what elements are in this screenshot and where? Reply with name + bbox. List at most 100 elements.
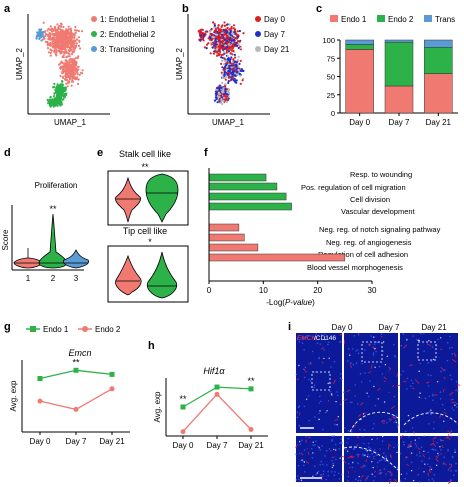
- micrograph-cd146: [382, 435, 384, 438]
- micrograph-nucleus: [410, 385, 412, 387]
- violin-e-bottom-endo2: [146, 251, 178, 299]
- micrograph-nucleus: [451, 455, 454, 458]
- micrograph-nucleus: [440, 448, 442, 451]
- micrograph-nucleus: [309, 380, 312, 382]
- micrograph-vessel: [343, 459, 347, 464]
- chart-h-point-endo1-2: [248, 386, 254, 392]
- umap-a-cell-endo2: [64, 86, 67, 89]
- umap-a-cell-trans: [40, 39, 43, 42]
- micrograph-nucleus: [355, 362, 358, 365]
- umap-b-cell: [236, 30, 240, 33]
- micrograph-nucleus: [376, 341, 378, 344]
- umap-b-cell: [197, 30, 200, 33]
- umap-a-cell-endo1: [77, 29, 80, 33]
- micrograph-vessel: [329, 449, 332, 452]
- umap-b-cell: [222, 99, 225, 102]
- micrograph-nucleus: [373, 343, 376, 345]
- umap-b-cell: [242, 32, 245, 35]
- micrograph-nucleus: [379, 473, 382, 475]
- umap-a-cell-endo1: [69, 30, 72, 33]
- micrograph-vessel: [442, 461, 447, 466]
- umap-a-cell-endo1: [63, 69, 66, 72]
- umap-a-cell-endo1: [62, 34, 65, 37]
- umap-a-cell-endo1: [53, 45, 56, 49]
- umap-b-cell: [221, 66, 224, 69]
- micrograph-nucleus: [427, 362, 430, 364]
- umap-a-cell-endo1: [47, 38, 50, 41]
- micrograph-cd146: [374, 366, 376, 368]
- umap-b-cell: [229, 74, 232, 77]
- chart-f-bar-4: [208, 223, 240, 232]
- micrograph-nucleus: [347, 480, 349, 482]
- umap-b-cell: [200, 28, 203, 31]
- micrograph-nucleus: [325, 411, 327, 414]
- umap-b-cell: [226, 95, 229, 98]
- chart-f-xtick-label: 0: [207, 286, 212, 295]
- micrograph-nucleus: [370, 335, 372, 337]
- micrograph-cd146: [423, 471, 425, 473]
- micrograph-nucleus: [324, 333, 326, 336]
- micrograph-cd146: [371, 461, 373, 463]
- umap-a-cell-endo1: [42, 21, 45, 24]
- micrograph-vessel: [449, 391, 454, 396]
- micrograph-nucleus: [359, 428, 361, 431]
- micrograph-vessel: [409, 364, 413, 366]
- umap-a-cell-endo1: [52, 28, 55, 31]
- micrograph-nucleus: [338, 448, 341, 450]
- umap-b-cell: [228, 69, 232, 73]
- umap-b-cell: [227, 43, 230, 46]
- micrograph-nucleus: [451, 353, 454, 355]
- micrograph-vessel: [443, 376, 446, 380]
- micrograph-nucleus: [304, 366, 307, 369]
- micrograph-nucleus: [385, 455, 387, 457]
- micrograph-cd146: [395, 421, 398, 424]
- chart-c-ytick-label: 50: [327, 73, 335, 82]
- umap-a-cell-endo1: [65, 60, 68, 63]
- umap-b-cell: [222, 42, 225, 45]
- chart-h-ylabel: Avg. exp: [153, 391, 162, 423]
- micrograph-nucleus: [369, 380, 371, 382]
- micrograph-nucleus: [397, 443, 399, 446]
- umap-a-cell-endo1: [73, 73, 76, 76]
- umap-b-cell: [215, 54, 219, 57]
- micrograph-nucleus: [355, 350, 357, 352]
- micrograph-cd146: [316, 472, 319, 474]
- umap-a-cell-endo1: [65, 73, 68, 76]
- micrograph-r0-c1: [344, 333, 398, 433]
- violin-d-1: [13, 248, 43, 269]
- umap-a-cell-endo1: [58, 50, 61, 53]
- umap-b-cell: [228, 32, 232, 35]
- legend-a-endo1: 1: Endothelial 1: [100, 15, 156, 24]
- umap-b-cell: [224, 30, 227, 33]
- umap-a-cell-endo1: [74, 31, 77, 34]
- micrograph-nucleus: [367, 395, 370, 398]
- micrograph-nucleus: [378, 365, 381, 368]
- micrograph-nucleus: [299, 443, 302, 446]
- chart-g-point-endo2-2: [109, 386, 115, 392]
- umap-a-cell-endo1: [60, 50, 63, 53]
- umap-b-cell: [232, 36, 235, 39]
- micrograph-vessel: [340, 455, 345, 458]
- chart-c-ytick-label: 75: [327, 54, 335, 63]
- umap-a-cell-endo1: [50, 27, 54, 30]
- micrograph-nucleus: [314, 444, 316, 446]
- umap-a-cell-endo1: [73, 34, 76, 38]
- panel-f: f Resp. to wounding Pos. regulation of ce…: [204, 147, 441, 307]
- micro-stain-cd146: /CD146: [314, 335, 336, 342]
- micrograph-nucleus: [333, 360, 336, 363]
- panel-i: i Day 0 Day 7 Day 21 EMCN /CD146: [288, 321, 461, 485]
- umap-b-cell: [237, 55, 240, 59]
- micrograph-nucleus: [325, 449, 328, 452]
- chart-h-point-endo2-2: [248, 426, 254, 432]
- umap-b-cell: [221, 81, 224, 85]
- micrograph-nucleus: [399, 452, 402, 455]
- micrograph-vessel: [388, 366, 392, 369]
- umap-a-cell-endo1: [71, 50, 74, 53]
- umap-b-cell: [233, 41, 236, 45]
- micrograph-nucleus: [359, 479, 362, 482]
- micrograph-cd146: [437, 452, 439, 455]
- micrograph-nucleus: [374, 404, 377, 407]
- micrograph-nucleus: [352, 363, 355, 366]
- chart-c-ytick-label: 100: [322, 36, 335, 45]
- micrograph-nucleus: [402, 333, 405, 335]
